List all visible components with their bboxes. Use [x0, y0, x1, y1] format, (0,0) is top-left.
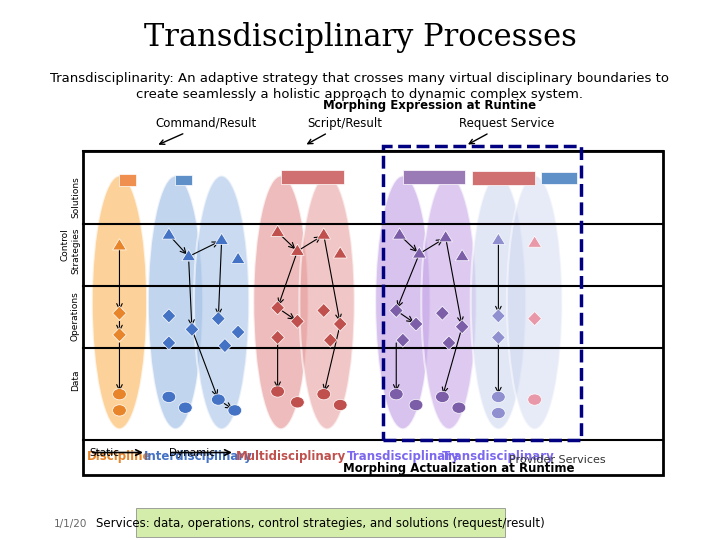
Polygon shape: [212, 312, 225, 326]
Polygon shape: [438, 231, 453, 242]
Bar: [472, 171, 535, 185]
Polygon shape: [162, 336, 176, 350]
Polygon shape: [413, 247, 426, 258]
Polygon shape: [231, 252, 245, 264]
Text: Data: Data: [71, 370, 80, 392]
Text: create seamlessly a holistic approach to dynamic complex system.: create seamlessly a holistic approach to…: [137, 88, 583, 101]
Text: 1/1/20: 1/1/20: [53, 519, 87, 529]
Polygon shape: [442, 336, 456, 350]
Polygon shape: [231, 325, 245, 339]
Bar: [541, 172, 577, 184]
Polygon shape: [455, 249, 469, 261]
Ellipse shape: [471, 176, 526, 429]
Polygon shape: [333, 317, 347, 331]
Ellipse shape: [91, 176, 147, 429]
Polygon shape: [396, 333, 410, 347]
Ellipse shape: [507, 176, 562, 429]
Circle shape: [112, 405, 126, 416]
Polygon shape: [112, 306, 126, 320]
Circle shape: [528, 394, 541, 405]
Ellipse shape: [300, 176, 355, 429]
Circle shape: [452, 402, 466, 413]
Ellipse shape: [194, 176, 249, 429]
Polygon shape: [528, 312, 541, 326]
Text: Static: Static: [90, 448, 120, 457]
Bar: [383, 146, 581, 440]
Text: Operations: Operations: [71, 291, 80, 341]
Text: Solutions: Solutions: [71, 176, 80, 218]
Polygon shape: [182, 249, 196, 261]
Circle shape: [333, 400, 347, 410]
Circle shape: [179, 402, 192, 413]
Polygon shape: [162, 309, 176, 323]
Circle shape: [492, 408, 505, 418]
Text: Transdisciplinary Processes: Transdisciplinary Processes: [143, 22, 577, 53]
Bar: [120, 174, 136, 186]
Text: Provider Services: Provider Services: [509, 455, 606, 465]
Polygon shape: [185, 322, 199, 336]
Polygon shape: [436, 306, 449, 320]
Text: Script/Result: Script/Result: [307, 117, 382, 144]
Bar: [402, 170, 465, 184]
Text: Dynamic: Dynamic: [169, 448, 215, 457]
Circle shape: [271, 386, 284, 397]
Polygon shape: [271, 301, 284, 315]
Polygon shape: [112, 239, 126, 250]
Text: Interdisciplinary: Interdisciplinary: [144, 450, 253, 463]
Circle shape: [212, 394, 225, 405]
Circle shape: [228, 405, 242, 416]
Polygon shape: [218, 339, 232, 353]
Ellipse shape: [375, 176, 431, 429]
Polygon shape: [323, 333, 337, 347]
Polygon shape: [317, 303, 330, 318]
Text: Morphing Expression at Runtine: Morphing Expression at Runtine: [323, 99, 536, 112]
Bar: [84, 151, 663, 475]
Polygon shape: [333, 247, 347, 258]
Polygon shape: [162, 228, 176, 239]
Polygon shape: [390, 303, 403, 318]
Text: Request Service: Request Service: [459, 117, 554, 144]
Bar: [176, 175, 192, 185]
Polygon shape: [112, 328, 126, 342]
Text: Morphing Actualization at Runtime: Morphing Actualization at Runtime: [343, 462, 575, 475]
Circle shape: [317, 389, 330, 400]
Polygon shape: [528, 236, 541, 247]
Polygon shape: [317, 228, 330, 239]
Polygon shape: [271, 330, 284, 345]
Polygon shape: [492, 309, 505, 323]
Polygon shape: [291, 314, 305, 328]
Polygon shape: [492, 330, 505, 345]
Circle shape: [291, 397, 305, 408]
Polygon shape: [392, 228, 406, 239]
Polygon shape: [492, 233, 505, 245]
Text: Services: data, operations, control strategies, and solutions (request/result): Services: data, operations, control stra…: [96, 517, 545, 530]
Ellipse shape: [421, 176, 477, 429]
Text: Transdisciplinary: Transdisciplinary: [346, 450, 459, 463]
Polygon shape: [291, 244, 305, 255]
Ellipse shape: [148, 176, 203, 429]
Text: Control
Strategies: Control Strategies: [60, 228, 80, 274]
Text: Discipline: Discipline: [87, 450, 152, 463]
Circle shape: [436, 392, 449, 402]
Text: Transdisciplinarity: An adaptive strategy that crosses many virtual disciplinary: Transdisciplinarity: An adaptive strateg…: [50, 72, 670, 85]
Polygon shape: [455, 320, 469, 334]
Text: Transdisciplinary: Transdisciplinary: [442, 450, 555, 463]
Bar: [281, 170, 343, 184]
Text: Command/Result: Command/Result: [156, 117, 257, 144]
Circle shape: [492, 392, 505, 402]
Circle shape: [390, 389, 403, 400]
Bar: [136, 508, 505, 537]
Circle shape: [162, 392, 176, 402]
Polygon shape: [271, 225, 284, 237]
Circle shape: [112, 389, 126, 400]
Polygon shape: [215, 233, 228, 245]
Polygon shape: [409, 317, 423, 331]
Circle shape: [409, 400, 423, 410]
Text: Multidisciplinary: Multidisciplinary: [235, 450, 346, 463]
Ellipse shape: [253, 176, 309, 429]
